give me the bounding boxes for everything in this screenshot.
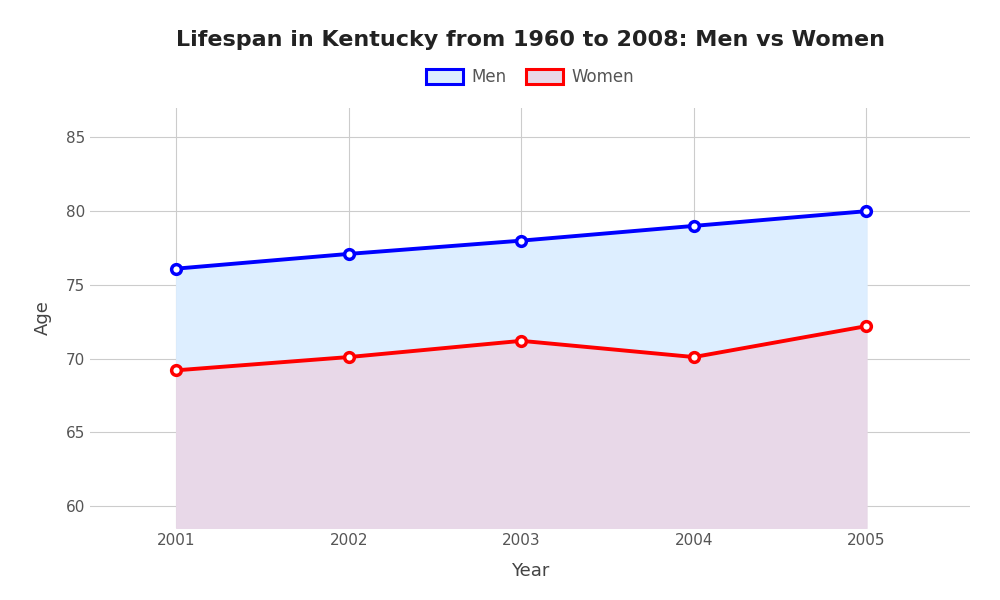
Y-axis label: Age: Age <box>34 301 52 335</box>
Legend: Men, Women: Men, Women <box>419 62 641 93</box>
Title: Lifespan in Kentucky from 1960 to 2008: Men vs Women: Lifespan in Kentucky from 1960 to 2008: … <box>176 29 885 49</box>
X-axis label: Year: Year <box>511 562 549 580</box>
